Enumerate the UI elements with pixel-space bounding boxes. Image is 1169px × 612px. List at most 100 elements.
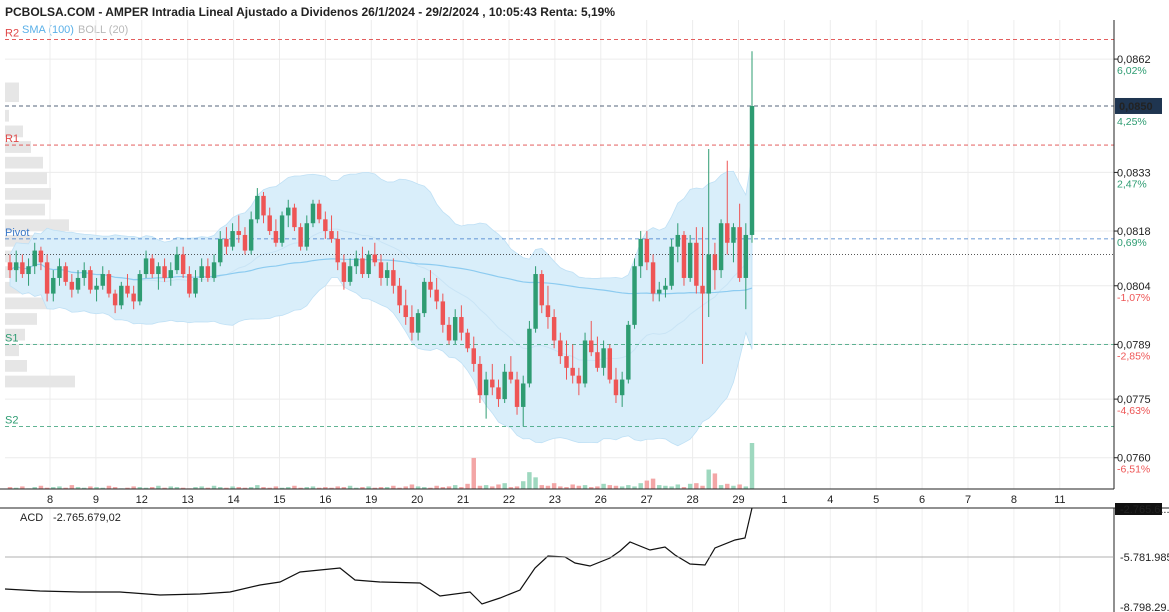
volume-bar [255, 485, 260, 489]
candle-body [657, 289, 662, 294]
candle-body [397, 285, 402, 306]
volume-bar [440, 487, 446, 489]
candle-body [718, 223, 724, 271]
volume-profile-bar [5, 125, 23, 138]
candle-body [248, 219, 254, 251]
volume-bar [589, 487, 594, 489]
candle-body [372, 254, 378, 263]
x-tick-label: 9 [93, 494, 99, 506]
x-tick-label: 8 [47, 494, 53, 506]
volume-bar [533, 477, 538, 489]
volume-bar [391, 485, 396, 489]
candle-body [205, 266, 211, 278]
volume-bar [125, 487, 130, 489]
candle-body [483, 379, 489, 396]
candle-body [446, 324, 452, 341]
volume-bar [267, 487, 272, 489]
volume-bar [38, 485, 44, 489]
volume-bar [422, 487, 427, 489]
volume-bar [57, 486, 62, 489]
volume-bar [415, 486, 421, 489]
candle-body [570, 367, 575, 376]
candle-body [675, 234, 681, 247]
level-label-s1: S1 [5, 332, 18, 344]
legend-boll: BOLL (20) [78, 24, 128, 36]
candle-body [193, 277, 198, 294]
x-tick-label: 6 [919, 494, 925, 506]
y-tick-label: 0,0775 [1117, 394, 1151, 406]
volume-bar [607, 485, 613, 489]
volume-profile-bar [5, 203, 45, 216]
candle-body [465, 332, 470, 349]
level-label-r1: R1 [5, 133, 19, 145]
volume-bar [341, 487, 347, 489]
volume-profile-bar [5, 109, 9, 122]
volume-bar [613, 485, 619, 489]
volume-profile-bar [5, 172, 47, 185]
candle-body [242, 234, 248, 251]
candle-body [558, 340, 563, 357]
volume-bar [131, 486, 136, 489]
volume-bar [366, 486, 371, 489]
candle-body [545, 305, 551, 318]
candle-body [88, 270, 93, 290]
volume-bar [527, 472, 532, 489]
candle-body [601, 348, 606, 368]
volume-bar [20, 486, 25, 489]
volume-bar [490, 486, 495, 489]
candle-body [725, 223, 730, 243]
candle-body [354, 258, 359, 267]
candle-body [496, 387, 501, 400]
candle-body [459, 317, 464, 333]
candle-body [502, 371, 507, 400]
candle-body [595, 352, 600, 368]
volume-profile-bar [5, 313, 37, 325]
volume-profile-bar [5, 328, 25, 341]
candle-body [638, 238, 643, 267]
volume-bar [471, 457, 476, 489]
x-tick-label: 22 [503, 494, 515, 506]
candle-body [106, 274, 112, 294]
candle-body [211, 262, 217, 278]
candle-body [51, 277, 56, 294]
volume-bar [242, 487, 248, 489]
candle-body [236, 231, 242, 235]
volume-bars [7, 443, 755, 489]
candle-body [533, 274, 538, 329]
volume-bar [737, 484, 742, 489]
candle-body [32, 250, 37, 267]
volume-bar [13, 487, 19, 489]
candle-body [490, 379, 495, 388]
candle-body [218, 238, 223, 263]
volume-bar [335, 486, 340, 489]
volume-bar [81, 487, 87, 489]
candles [7, 51, 755, 427]
candle-body [162, 266, 167, 278]
volume-bar [743, 486, 749, 489]
candle-body [700, 285, 705, 294]
candle-body [607, 348, 613, 380]
volume-bar [496, 484, 501, 489]
volume-bar [193, 487, 198, 489]
volume-bar [459, 487, 464, 489]
candle-body [576, 375, 582, 384]
candle-body [180, 254, 186, 275]
candle-body [174, 254, 180, 271]
candle-body [224, 238, 229, 247]
candle-body [520, 383, 526, 407]
volume-bar [51, 487, 56, 489]
x-tick-label: 16 [319, 494, 331, 506]
volume-bar [632, 486, 637, 489]
volume-bar [63, 487, 68, 489]
volume-bar [564, 487, 569, 489]
volume-bar [372, 487, 378, 489]
volume-bar [644, 480, 650, 489]
volume-bar [650, 478, 656, 489]
volume-bar [718, 485, 724, 489]
y-tick-percent: -4,63% [1117, 405, 1150, 417]
level-label-pivot: Pivot [5, 227, 29, 239]
volume-bar [162, 487, 167, 489]
volume-bar [502, 483, 507, 489]
volume-bar [106, 485, 112, 489]
indicator-label: ACD [20, 512, 43, 524]
